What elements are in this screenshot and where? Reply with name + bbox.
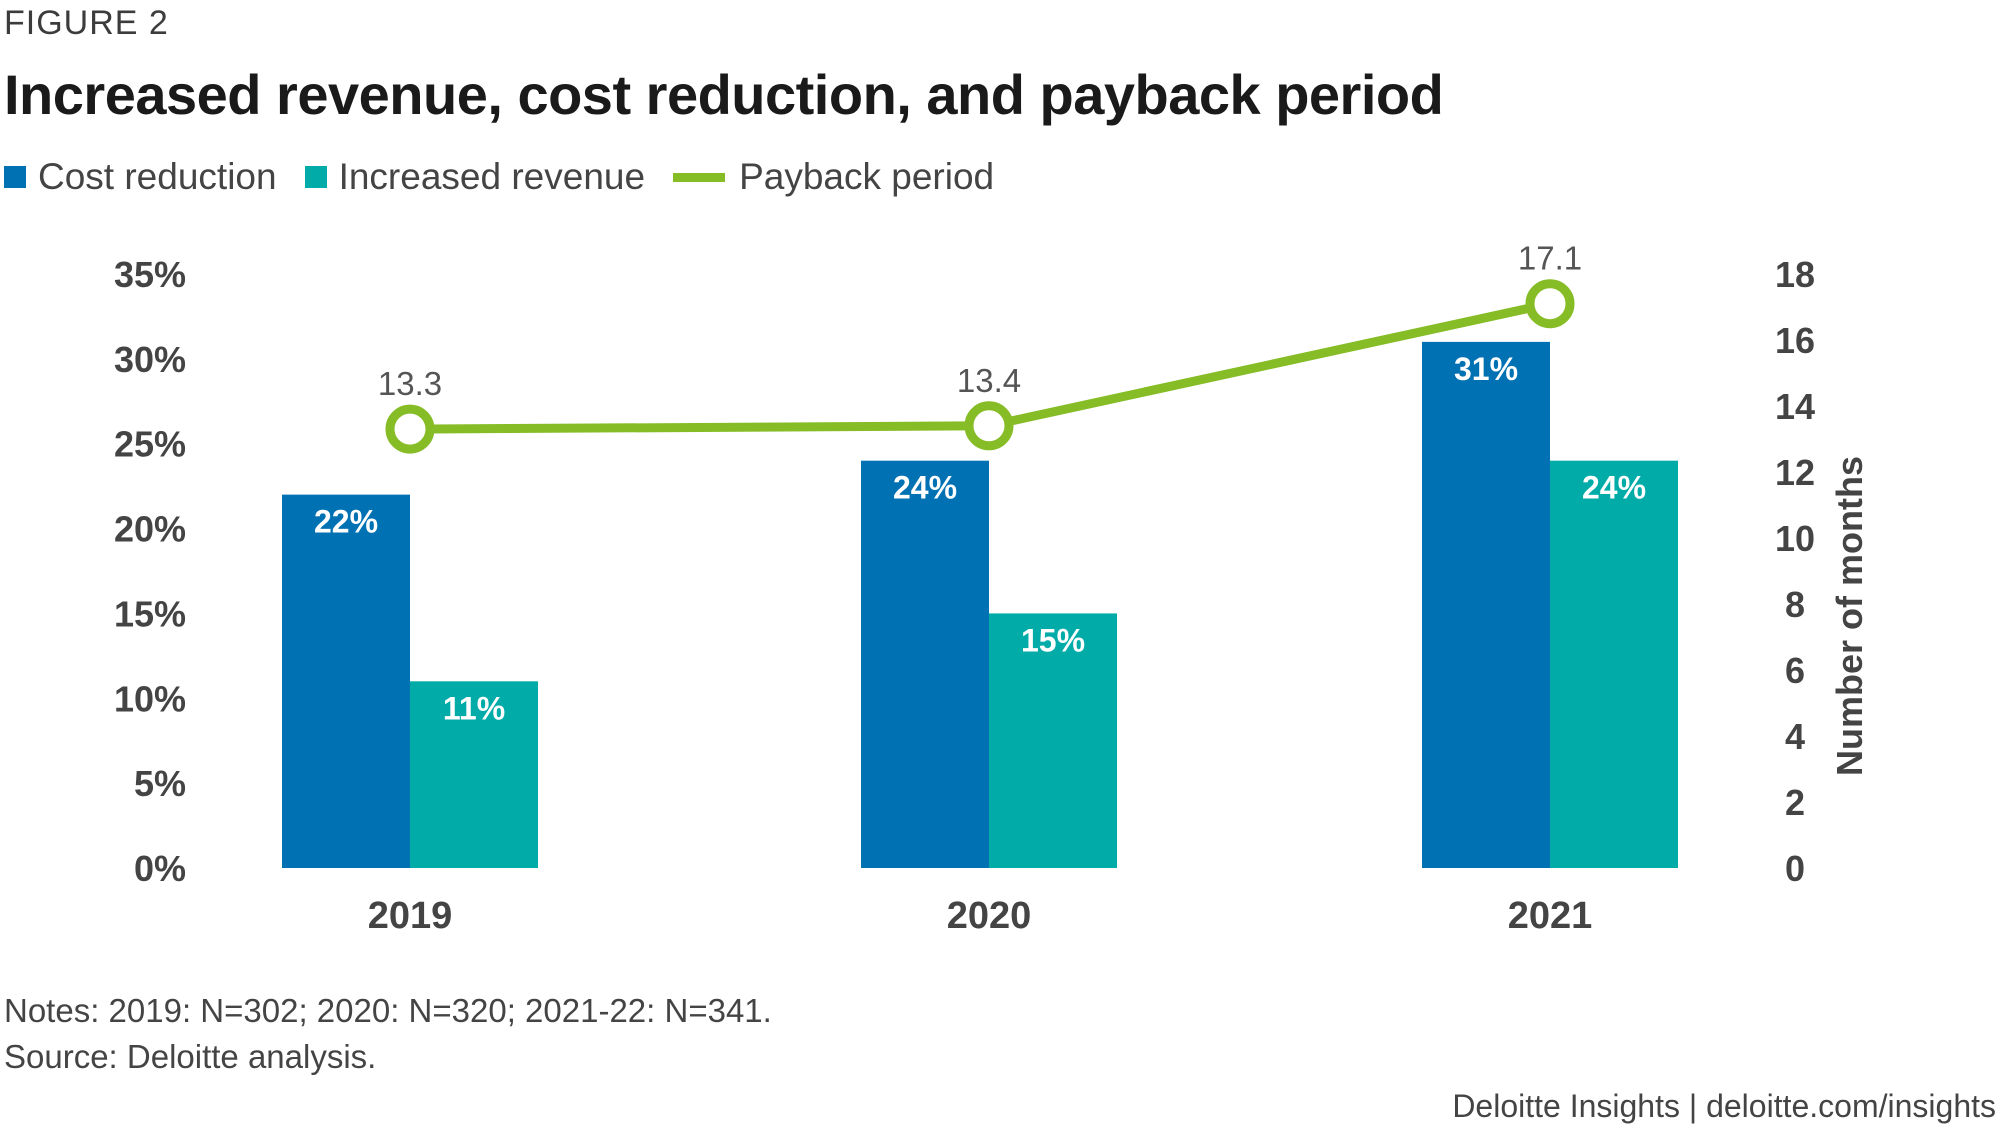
bar-data-label: 31% (1454, 351, 1518, 387)
left-axis-tick-label: 20% (114, 509, 186, 550)
source-text: Source: Deloitte analysis. (4, 1038, 377, 1075)
right-axis-tick-label: 6 (1785, 650, 1805, 691)
legend-label-payback-period: Payback period (739, 156, 995, 197)
bar-data-label: 24% (893, 470, 957, 506)
legend-swatch-cost-reduction (4, 166, 26, 188)
payback-period-data-label: 17.1 (1518, 240, 1582, 277)
legend-swatch-payback-period (673, 172, 726, 182)
chart-title: Increased revenue, cost reduction, and p… (4, 63, 1444, 126)
left-axis-tick-label: 25% (114, 424, 186, 465)
bar-data-label: 11% (443, 690, 505, 726)
right-axis-tick-label: 2 (1785, 782, 1805, 823)
bar-increased-revenue (1550, 460, 1678, 868)
figure-label: FIGURE 2 (4, 4, 169, 42)
payback-period-data-label: 13.3 (378, 365, 442, 402)
payback-period-point (964, 401, 1014, 451)
right-axis-tick-label: 18 (1775, 254, 1815, 295)
legend-swatch-increased-revenue (304, 166, 327, 188)
payback-period-point (385, 404, 435, 454)
left-axis-tick-label: 10% (114, 678, 186, 719)
left-axis-tick-label: 15% (114, 593, 186, 634)
left-axis-tick-label: 35% (114, 254, 186, 295)
left-axis-tick-label: 5% (134, 763, 186, 804)
x-axis-category-label: 2019 (368, 895, 453, 937)
payback-period-point (1525, 279, 1575, 329)
legend-item-increased-revenue: Increased revenue (304, 156, 646, 198)
left-axis-tick-label: 0% (134, 848, 186, 889)
right-axis-tick-label: 4 (1785, 716, 1805, 757)
legend-item-payback-period: Payback period (673, 156, 994, 198)
right-axis-title: Number of months (1829, 456, 1870, 776)
bar-increased-revenue (410, 681, 538, 868)
legend-item-cost-reduction: Cost reduction (4, 156, 277, 198)
left-axis-tick-label: 30% (114, 339, 186, 380)
legend-label-cost-reduction: Cost reduction (38, 156, 277, 197)
bar-cost-reduction (282, 494, 410, 868)
notes-block: Notes: 2019: N=302; 2020: N=320; 2021-22… (4, 988, 772, 1080)
legend-label-increased-revenue: Increased revenue (338, 156, 646, 197)
bar-data-label: 15% (1021, 622, 1085, 658)
bar-increased-revenue (989, 613, 1117, 868)
right-axis-tick-label: 10 (1775, 518, 1815, 559)
right-axis-tick-label: 14 (1775, 386, 1815, 427)
payback-period-data-label: 13.4 (957, 362, 1021, 399)
right-axis-tick-label: 0 (1785, 848, 1805, 889)
footer-credit: Deloitte Insights | deloitte.com/insight… (1452, 1088, 1996, 1124)
x-axis-category-label: 2020 (947, 895, 1032, 937)
right-axis-tick-label: 8 (1785, 584, 1805, 625)
right-axis-tick-label: 12 (1775, 452, 1815, 493)
bar-data-label: 24% (1582, 470, 1646, 506)
bar-cost-reduction (861, 460, 989, 868)
notes-text: Notes: 2019: N=302; 2020: N=320; 2021-22… (4, 992, 772, 1029)
bar-data-label: 22% (314, 504, 378, 540)
legend: Cost reduction Increased revenue Payback… (4, 156, 1022, 198)
x-axis-category-label: 2021 (1508, 895, 1593, 937)
right-axis-tick-label: 16 (1775, 320, 1815, 361)
bar-cost-reduction (1422, 341, 1550, 868)
